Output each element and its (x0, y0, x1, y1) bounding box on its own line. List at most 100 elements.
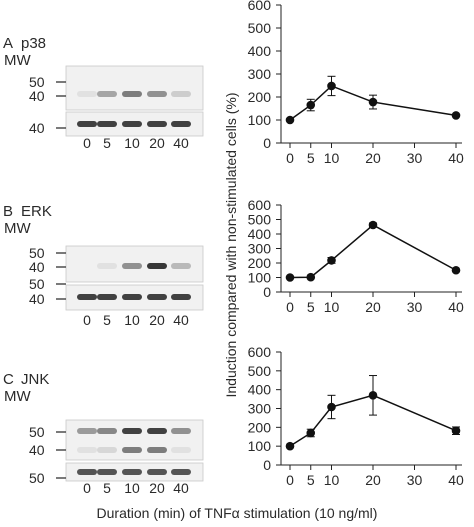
mw-marker-label: 40 (29, 442, 45, 458)
blot-band (77, 469, 97, 475)
lane-label: 10 (124, 135, 140, 151)
data-point (306, 100, 316, 110)
y-tick-label: 0 (263, 284, 271, 300)
protein-label: JNK (21, 371, 49, 388)
lane-label: 40 (173, 312, 189, 328)
y-tick-label: 300 (248, 401, 272, 417)
lane-label: 5 (103, 480, 111, 496)
blot-band (77, 447, 97, 453)
blot-band (77, 428, 97, 434)
lane-label: 0 (83, 312, 91, 328)
blot-band (171, 469, 191, 475)
mw-marker-label: 50 (29, 470, 45, 486)
blot-band (171, 294, 191, 300)
data-point (306, 272, 316, 282)
mw-marker-label: 40 (29, 291, 45, 307)
blot-strip (65, 65, 204, 111)
x-tick-label: 10 (324, 299, 340, 315)
protein-label: ERK (21, 203, 52, 220)
mw-marker-label: 40 (29, 120, 45, 136)
x-tick-label: 40 (448, 150, 464, 166)
y-tick-label: 100 (248, 270, 272, 286)
data-point (327, 402, 336, 412)
blot-band (147, 263, 167, 269)
x-tick-label: 20 (365, 150, 381, 166)
y-tick-label: 0 (263, 135, 271, 151)
mw-marker-label: 50 (29, 74, 45, 90)
data-point (451, 265, 461, 275)
blot-band (171, 121, 191, 127)
blot-band (147, 91, 167, 97)
lane-label: 0 (83, 135, 91, 151)
y-tick-label: 400 (248, 226, 272, 242)
data-point (285, 441, 295, 451)
x-tick-label: 40 (448, 472, 464, 488)
x-tick-label: 10 (324, 472, 340, 488)
x-tick-label: 5 (307, 150, 315, 166)
y-tick-label: 100 (248, 112, 272, 128)
lane-label: 20 (149, 312, 165, 328)
y-tick-label: 500 (248, 363, 272, 379)
blot-band (122, 447, 142, 453)
panel-letter: C (3, 371, 14, 388)
blot-strip (65, 419, 204, 461)
lane-label: 5 (103, 135, 111, 151)
series-line (289, 224, 457, 279)
x-tick-label: 0 (286, 299, 294, 315)
x-tick-label: 20 (365, 299, 381, 315)
x-tick-label: 20 (365, 472, 381, 488)
lane-label: 20 (149, 135, 165, 151)
y-tick-label: 600 (248, 0, 272, 13)
blot-band (171, 447, 191, 453)
data-point (285, 115, 295, 125)
blot-band (77, 294, 97, 300)
lane-label: 10 (124, 312, 140, 328)
blot-band (147, 469, 167, 475)
mw-title: MW (4, 388, 31, 405)
x-tick-label: 5 (307, 472, 315, 488)
blot-band (147, 121, 167, 127)
mw-marker-label: 50 (29, 276, 45, 292)
data-point (327, 81, 336, 91)
y-tick-label: 400 (248, 43, 272, 59)
y-tick-label: 300 (248, 66, 272, 82)
footer-x-axis-label: Duration (min) of TNFα stimulation (10 n… (97, 505, 378, 521)
mw-title: MW (4, 220, 31, 237)
mw-marker-label: 50 (29, 424, 45, 440)
x-tick-label: 0 (286, 150, 294, 166)
lane-label: 40 (173, 480, 189, 496)
y-tick-label: 200 (248, 89, 272, 105)
y-tick-label: 500 (248, 212, 272, 228)
blot-band (77, 91, 97, 97)
blot-band (97, 428, 117, 434)
data-point (368, 391, 378, 400)
blot-band (97, 91, 117, 97)
data-point (327, 256, 336, 265)
blot-band (122, 428, 142, 434)
lane-label: 20 (149, 480, 165, 496)
blot-band (147, 447, 167, 453)
mw-marker-label: 40 (29, 88, 45, 104)
blot-band (122, 91, 142, 97)
x-tick-label: 30 (407, 472, 423, 488)
data-point (285, 273, 295, 282)
lane-label: 0 (83, 480, 91, 496)
blot-band (122, 121, 142, 127)
protein-label: p38 (21, 35, 46, 52)
y-tick-label: 400 (248, 382, 272, 398)
panel-letter: B (3, 203, 13, 220)
data-point (306, 428, 316, 438)
data-point (368, 97, 378, 107)
lane-label: 40 (173, 135, 189, 151)
x-tick-label: 10 (324, 150, 340, 166)
blot-band (97, 469, 117, 475)
data-point (451, 111, 461, 120)
mw-title: MW (4, 52, 31, 69)
y-tick-label: 600 (248, 197, 272, 213)
x-tick-label: 40 (448, 299, 464, 315)
blot-band (171, 428, 191, 434)
